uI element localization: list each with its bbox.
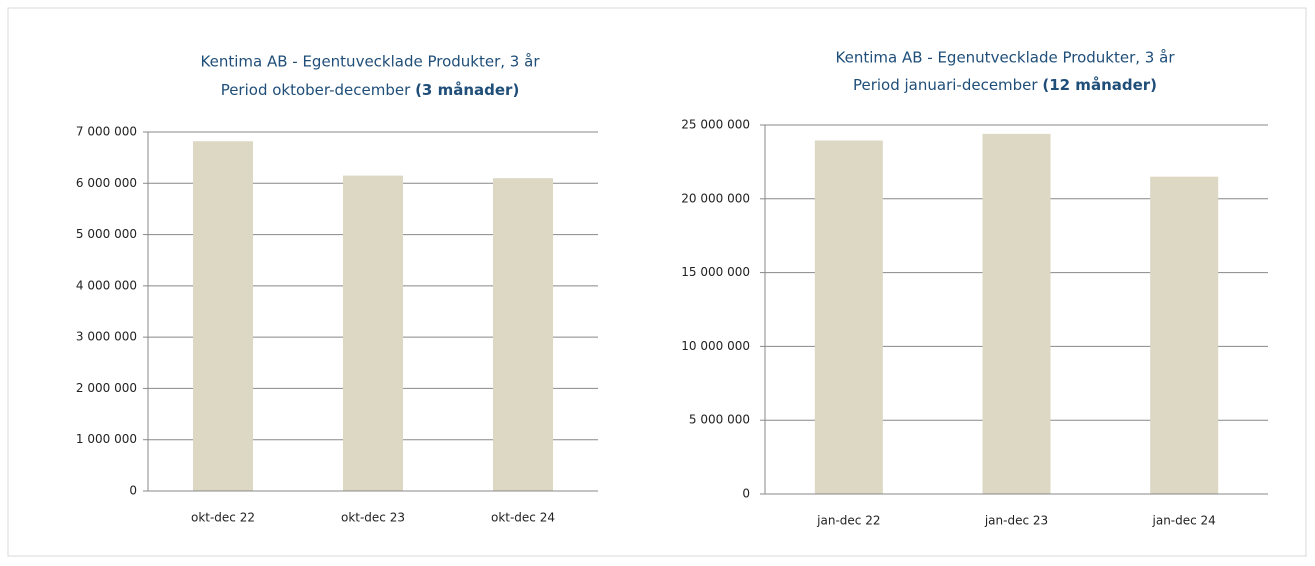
y-tick-label: 25 000 000 <box>681 118 750 132</box>
subtitle-bold: (12 månader) <box>1042 76 1157 94</box>
y-tick-label: 10 000 000 <box>681 339 750 353</box>
chart-title: Kentima AB - Egenutvecklade Produkter, 3… <box>836 49 1176 67</box>
y-tick-label: 5 000 000 <box>76 227 137 241</box>
bar <box>343 175 403 492</box>
bar <box>1150 176 1219 494</box>
y-tick-label: 15 000 000 <box>681 265 750 279</box>
x-tick-label: jan-dec 24 <box>1152 514 1216 528</box>
x-tick-label: jan-dec 23 <box>984 514 1048 528</box>
bar <box>982 133 1051 494</box>
y-tick-label: 1 000 000 <box>76 432 137 446</box>
y-tick-label: 3 000 000 <box>76 330 137 344</box>
x-tick-label: okt-dec 24 <box>491 511 555 525</box>
y-tick-label: 7 000 000 <box>76 125 137 139</box>
x-tick-label: jan-dec 22 <box>816 514 880 528</box>
y-tick-label: 4 000 000 <box>76 278 137 292</box>
chart-subtitle: Period januari-december (12 månader) <box>853 76 1157 94</box>
x-tick-label: okt-dec 23 <box>341 511 405 525</box>
bar <box>193 141 253 491</box>
y-tick-label: 5 000 000 <box>689 413 750 427</box>
y-tick-label: 20 000 000 <box>681 191 750 205</box>
bar <box>493 178 553 491</box>
subtitle-text: Period oktober-december <box>221 81 411 99</box>
y-tick-label: 2 000 000 <box>76 381 137 395</box>
chart-subtitle: Period oktober-december (3 månader) <box>221 81 520 99</box>
subtitle-bold: (3 månader) <box>415 81 519 99</box>
subtitle-text: Period januari-december <box>853 76 1038 94</box>
chart-title: Kentima AB - Egentuvecklade Produkter, 3… <box>201 53 541 71</box>
y-tick-label: 0 <box>742 487 750 501</box>
x-tick-label: okt-dec 22 <box>191 511 255 525</box>
y-tick-label: 6 000 000 <box>76 176 137 190</box>
bar <box>814 140 883 495</box>
y-tick-label: 0 <box>129 484 137 498</box>
